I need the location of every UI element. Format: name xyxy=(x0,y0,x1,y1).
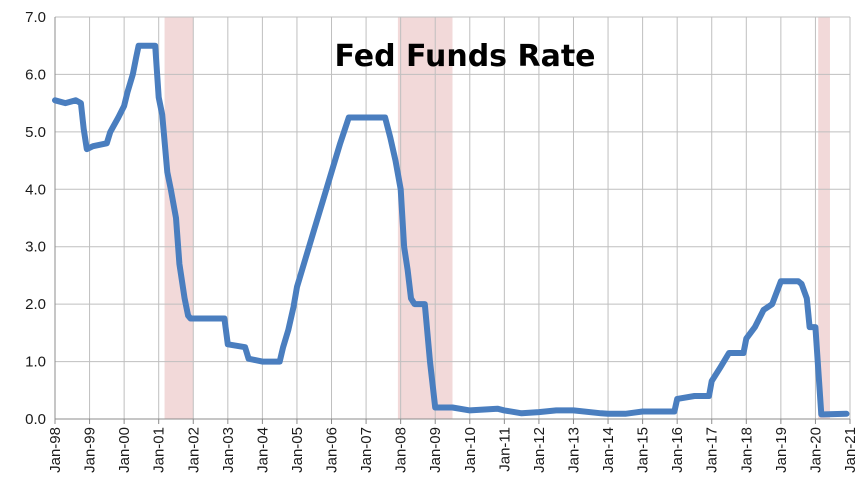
recession-band xyxy=(818,17,830,419)
x-tick-label: Jan-19 xyxy=(773,427,790,473)
y-tick-labels: 0.0 1.0 2.0 3.0 4.0 5.0 6.0 7.0 xyxy=(25,9,46,428)
recession-band xyxy=(397,17,453,419)
x-tick-label: Jan-00 xyxy=(116,427,133,473)
x-tick-label: Jan-98 xyxy=(47,427,64,473)
x-tick-label: Jan-02 xyxy=(185,427,202,473)
x-tick-labels: Jan-98 Jan-99 Jan-00 Jan-01 Jan-02 Jan-03 Jan-… xyxy=(47,427,859,473)
x-tick-label: Jan-14 xyxy=(600,427,617,473)
x-tick-label: Jan-09 xyxy=(427,427,444,473)
x-tick-label: Jan-18 xyxy=(738,427,755,473)
axes xyxy=(54,17,851,424)
series-line xyxy=(52,42,850,418)
x-tick-label: Jan-06 xyxy=(324,427,341,473)
y-tick-label: 5.0 xyxy=(25,124,46,141)
x-tick-label: Jan-07 xyxy=(358,427,375,473)
y-tick-label: 3.0 xyxy=(25,239,46,256)
x-tick-label: Jan-21 xyxy=(842,427,859,473)
x-tick-label: Jan-16 xyxy=(669,427,686,473)
x-tick-label: Jan-15 xyxy=(635,427,652,473)
x-tick-label: Jan-12 xyxy=(531,427,548,473)
series-layer xyxy=(52,42,850,418)
recession-bands xyxy=(164,17,830,419)
x-tick-label: Jan-13 xyxy=(565,427,582,473)
x-tick-label: Jan-20 xyxy=(807,427,824,473)
x-tick-label: Jan-10 xyxy=(462,427,479,473)
chart-title: Fed Funds Rate xyxy=(334,39,595,74)
x-tick-label: Jan-17 xyxy=(704,427,721,473)
y-tick-label: 4.0 xyxy=(25,181,46,198)
x-tick-label: Jan-04 xyxy=(254,427,271,473)
y-tick-label: 7.0 xyxy=(25,9,46,26)
x-tick-label: Jan-01 xyxy=(151,427,168,473)
x-tick-label: Jan-08 xyxy=(393,427,410,473)
y-tick-label: 6.0 xyxy=(25,66,46,83)
y-tick-label: 1.0 xyxy=(25,354,46,371)
y-tick-label: 0.0 xyxy=(25,411,46,428)
x-tick-label: Jan-05 xyxy=(289,427,306,473)
x-tick-label: Jan-99 xyxy=(82,427,99,473)
x-tick-label: Jan-03 xyxy=(220,427,237,473)
x-tick-label: Jan-11 xyxy=(496,427,513,472)
y-tick-label: 2.0 xyxy=(25,296,46,313)
